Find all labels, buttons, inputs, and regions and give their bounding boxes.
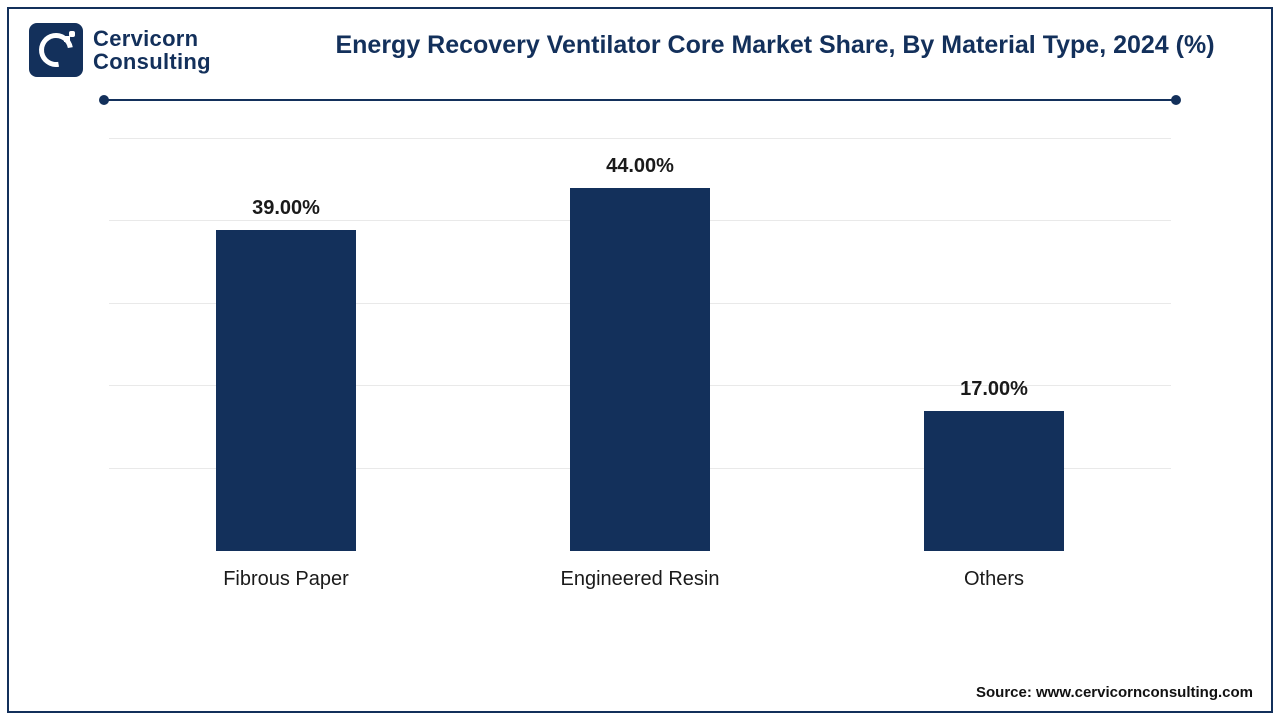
x-axis-labels: Fibrous PaperEngineered ResinOthers (109, 568, 1171, 591)
bar: 17.00% (924, 411, 1064, 551)
bar-slot: 44.00% (463, 139, 817, 551)
brand-logo: Cervicorn Consulting (29, 23, 211, 77)
x-axis-label: Engineered Resin (463, 568, 817, 591)
x-axis-label: Others (817, 568, 1171, 591)
brand-logo-text: Cervicorn Consulting (93, 27, 211, 73)
plot-area: 39.00% 44.00% 17.00% (109, 139, 1171, 551)
bar-chart: 39.00% 44.00% 17.00% Fibrous PaperEngineer… (69, 129, 1211, 611)
bar: 44.00% (570, 188, 710, 551)
brand-line2: Consulting (93, 50, 211, 73)
bar-value-label: 17.00% (960, 378, 1028, 401)
source-attribution: Source: www.cervicornconsulting.com (976, 684, 1253, 701)
bar-slot: 39.00% (109, 139, 463, 551)
bar-value-label: 39.00% (252, 197, 320, 220)
brand-logo-mark (29, 23, 83, 77)
bar: 39.00% (216, 230, 356, 551)
title-rule (99, 93, 1181, 107)
bar-value-label: 44.00% (606, 155, 674, 178)
bars-container: 39.00% 44.00% 17.00% (109, 139, 1171, 551)
x-axis-label: Fibrous Paper (109, 568, 463, 591)
chart-frame: Cervicorn Consulting Energy Recovery Ven… (7, 7, 1273, 713)
chart-title: Energy Recovery Ventilator Core Market S… (309, 31, 1241, 60)
brand-line1: Cervicorn (93, 27, 211, 50)
bar-slot: 17.00% (817, 139, 1171, 551)
